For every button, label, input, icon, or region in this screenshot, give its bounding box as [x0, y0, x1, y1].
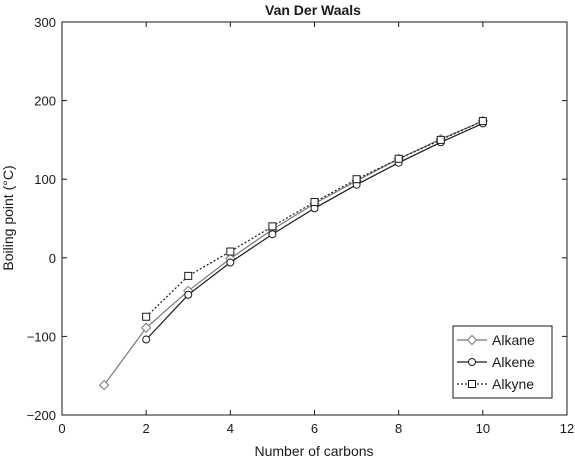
alkyne-series: [142, 117, 487, 321]
y-tick-label: 100: [34, 172, 56, 187]
alkyne-point: [436, 135, 445, 144]
legend-alkene-label: Alkene: [492, 354, 535, 370]
alkane-line: [103, 120, 484, 386]
alkyne-point: [394, 154, 403, 163]
x-tick-label: 8: [395, 421, 402, 436]
alkene-point: [268, 230, 277, 239]
legend-alkyne-label: Alkyne: [492, 376, 534, 392]
x-tick-label: 12: [560, 421, 574, 436]
legend-alkane-label: Alkane: [492, 332, 535, 348]
alkyne-point: [142, 312, 151, 321]
axis-ticks: 0 2 4 6 8 10 12 −200 −100 0 100 200 300: [27, 15, 575, 436]
alkene-point: [184, 290, 193, 299]
alkyne-point: [184, 271, 193, 280]
x-axis-label: Number of carbons: [254, 443, 373, 457]
alkyne-point: [352, 175, 361, 184]
y-tick-label: −200: [27, 408, 56, 423]
legend-alkane-marker: [466, 334, 478, 346]
alkene-series: [142, 119, 487, 344]
x-tick-label: 4: [227, 421, 234, 436]
alkene-point: [226, 258, 235, 267]
alkane-point: [98, 379, 110, 391]
alkyne-point: [310, 197, 319, 206]
chart-title: Van Der Waals: [265, 2, 361, 18]
y-tick-label: 300: [34, 15, 56, 30]
alkane-point: [140, 322, 152, 333]
legend: Alkane Alkene Alkyne: [452, 325, 553, 399]
x-tick-label: 6: [311, 421, 318, 436]
y-tick-label: 200: [34, 94, 56, 109]
x-tick-label: 2: [143, 421, 150, 436]
alkyne-point: [226, 247, 235, 256]
x-tick-label: 10: [476, 421, 490, 436]
series-group: [98, 115, 489, 391]
y-tick-label: −100: [27, 329, 56, 344]
x-tick-label: 0: [58, 421, 65, 436]
legend-alkyne-marker: [468, 380, 476, 388]
alkyne-point: [478, 117, 487, 126]
legend-alkene-marker: [468, 358, 476, 366]
y-tick-label: 0: [49, 251, 56, 266]
y-axis-label: Boiling point (°C): [0, 165, 16, 270]
alkene-point: [142, 335, 151, 344]
alkyne-point: [268, 222, 277, 231]
